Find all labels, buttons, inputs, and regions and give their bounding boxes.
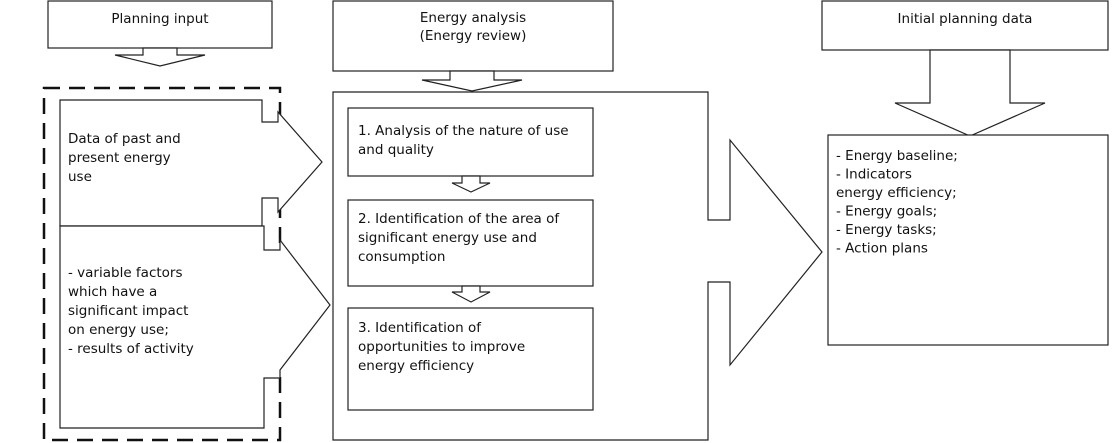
label-line: 3. Identification of xyxy=(358,320,482,336)
output-box xyxy=(827,134,1109,346)
header-box xyxy=(332,0,614,72)
label-line: and quality xyxy=(358,142,434,158)
label-line: significant impact xyxy=(68,303,188,319)
label-line: present energy xyxy=(68,150,171,166)
down-arrow xyxy=(451,175,491,193)
label-line: Energy analysis xyxy=(420,10,526,26)
label-line: 2. Identification of the area of xyxy=(358,211,560,227)
label-line: - Action plans xyxy=(836,241,928,257)
down-arrow xyxy=(894,49,1046,137)
label-line: energy efficiency; xyxy=(836,185,957,201)
label-line: Planning input xyxy=(111,11,208,27)
label-line: energy efficiency xyxy=(358,358,474,374)
label-line: (Energy review) xyxy=(420,28,527,44)
label-line: 1. Analysis of the nature of use xyxy=(358,123,569,139)
down-arrow xyxy=(421,70,523,92)
label-line: - results of activity xyxy=(68,341,194,357)
header-box xyxy=(47,0,273,49)
down-arrow xyxy=(114,47,206,67)
down-arrow xyxy=(451,285,491,303)
label-line: - Energy tasks; xyxy=(836,222,937,238)
input-arrow xyxy=(59,225,331,429)
label-line: consumption xyxy=(358,249,445,265)
label-line: on energy use; xyxy=(68,322,169,338)
label-line: Initial planning data xyxy=(898,11,1033,27)
step-box xyxy=(347,307,594,411)
label-line: - Energy baseline; xyxy=(836,148,958,164)
label-line: - Indicators xyxy=(836,167,912,183)
label-line: opportunities to improve xyxy=(358,339,525,355)
label-line: which have a xyxy=(68,284,157,300)
header-box xyxy=(821,0,1109,51)
label-line: significant energy use and xyxy=(358,230,537,246)
label-line: Data of past and xyxy=(68,131,181,147)
label-line: - Energy goals; xyxy=(836,204,937,220)
label-line: use xyxy=(68,169,92,185)
label-line: - variable factors xyxy=(68,265,183,281)
